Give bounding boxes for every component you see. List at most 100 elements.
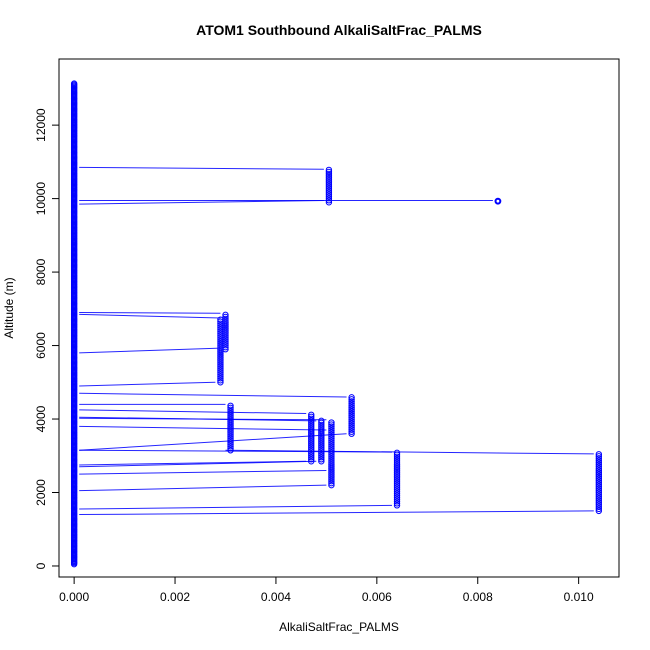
data-point [227,426,234,434]
data-point [348,418,355,425]
data-point [308,445,315,453]
data-point [325,180,333,188]
data-point [325,197,333,204]
data-point [217,360,224,368]
data-point [595,505,603,513]
y-tick-label: 4000 [34,405,48,432]
data-point [595,477,603,484]
x-tick-label: 0.002 [160,590,190,604]
data-point [393,479,401,487]
plot-frame [58,58,620,578]
data-point [217,318,224,325]
data-point [595,461,603,468]
data-point [308,435,315,443]
y-tick-label: 2000 [34,479,48,506]
data-point [595,495,603,502]
data-point [227,434,234,442]
data-point [494,197,502,205]
data-point [308,419,315,427]
data-point [217,366,224,374]
data-point [318,449,325,457]
data-point [217,346,224,354]
data-point [217,328,224,335]
data-point [595,475,603,482]
data-point [227,438,234,446]
data-point [325,195,333,202]
data-point [348,408,355,415]
data-point [217,326,224,333]
data-point [393,477,401,485]
connecting-line [79,313,221,319]
data-point [328,419,335,426]
data-point [328,423,335,430]
data-point [328,453,335,461]
data-point [393,483,401,491]
data-point [318,431,325,439]
connecting-line [79,199,324,205]
data-point [318,419,325,427]
data-point [217,342,224,350]
data-point [328,459,335,467]
data-point [328,477,335,485]
data-point [222,313,229,321]
data-point [393,475,401,483]
data-point [393,453,401,461]
data-point [393,485,401,493]
data-point [217,354,224,362]
data-point [595,481,603,488]
data-point [318,425,325,433]
data-point [318,454,325,461]
connecting-line [79,469,327,475]
data-point [325,190,333,198]
data-point [595,483,603,490]
data-point [348,420,355,427]
data-point [393,502,401,509]
data-point [308,439,315,447]
connecting-line [79,347,221,354]
data-point [393,465,401,473]
data-point [325,176,333,184]
data-point [328,455,335,463]
data-point [595,463,603,470]
data-point [217,373,224,380]
x-axis: 0.000 0.002 0.004 0.006 0.008 0.010 [59,576,594,604]
y-tick-label: 10000 [34,182,48,216]
connecting-line [79,166,324,170]
data-point [227,412,234,420]
connecting-line [79,460,317,468]
data-point [393,498,401,505]
data-point [328,469,335,477]
data-point [328,437,335,444]
data-point [217,334,224,342]
data-point [328,451,335,459]
data-point [393,473,401,481]
data-point [348,416,355,423]
data-point [348,398,355,405]
data-point [318,437,325,445]
data-point [70,80,78,87]
data-point [217,352,224,360]
data-point [217,332,224,340]
data-point [595,471,603,478]
data-point [217,356,224,364]
data-point [318,445,325,453]
connecting-lines [79,166,594,516]
data-point [308,417,315,425]
data-point [222,311,229,319]
data-point [227,402,234,410]
data-point [308,449,315,457]
data-point [217,377,224,384]
data-point [308,452,315,459]
data-point [328,465,335,473]
x-tick-label: 0.004 [261,590,291,604]
y-tick-label: 0 [34,562,48,569]
x-tick-label: 0.008 [463,590,493,604]
data-point [227,416,234,424]
data-point [328,461,335,469]
data-point [308,425,315,433]
data-point [318,433,325,441]
data-point [227,410,234,418]
data-point [348,428,355,435]
data-point [325,188,333,196]
data-point [318,427,325,435]
